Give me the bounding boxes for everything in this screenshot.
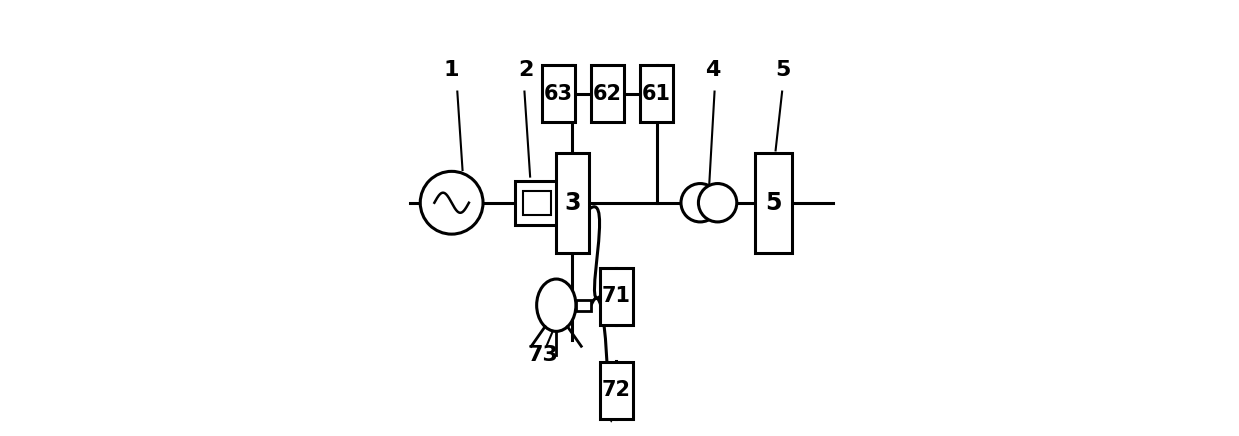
Text: 5: 5 <box>776 60 790 80</box>
Text: 71: 71 <box>602 286 631 307</box>
Bar <box>641 65 673 122</box>
Text: 62: 62 <box>592 84 622 104</box>
Text: 3: 3 <box>564 191 581 215</box>
Bar <box>600 268 633 325</box>
Bar <box>556 153 589 253</box>
Bar <box>576 300 591 310</box>
Bar <box>515 181 559 225</box>
Bar <box>541 65 575 122</box>
Bar <box>600 362 633 419</box>
Text: 2: 2 <box>518 60 534 80</box>
Bar <box>591 65 624 122</box>
Text: 63: 63 <box>544 84 572 104</box>
Bar <box>755 153 792 253</box>
Text: 4: 4 <box>705 60 721 80</box>
Circle shape <box>699 184 737 222</box>
Circle shape <box>681 184 720 222</box>
Text: 72: 72 <box>602 380 631 400</box>
Text: 1: 1 <box>444 60 460 80</box>
Bar <box>523 191 550 215</box>
Circle shape <box>420 171 483 234</box>
Text: 73: 73 <box>528 345 559 365</box>
Text: 5: 5 <box>764 191 782 215</box>
Ellipse shape <box>536 279 576 331</box>
Text: 61: 61 <box>642 84 672 104</box>
